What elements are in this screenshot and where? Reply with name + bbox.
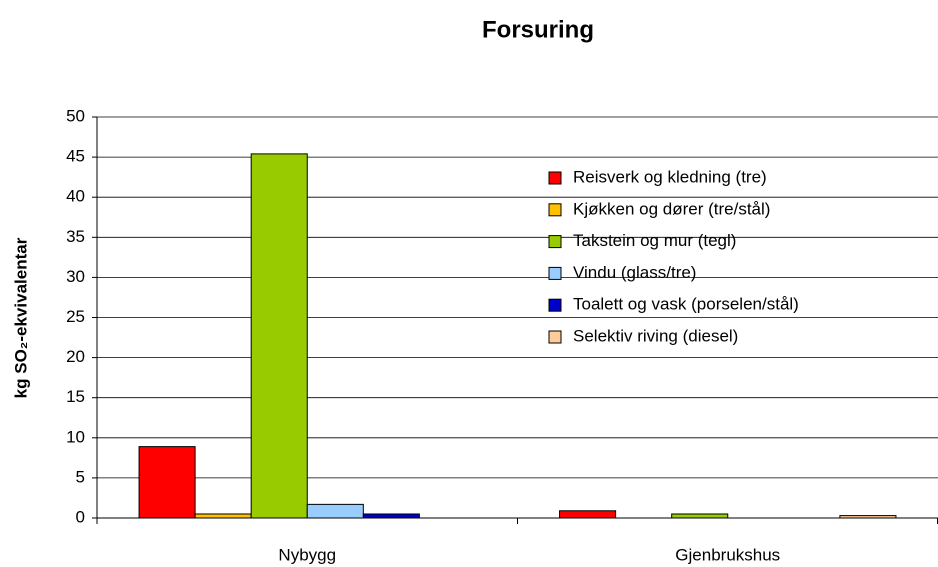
legend-label: Takstein og mur (tegl)	[573, 231, 736, 250]
y-tick-label: 30	[66, 267, 85, 286]
y-tick-label: 50	[66, 106, 85, 125]
legend-label: Kjøkken og dører (tre/stål)	[573, 199, 770, 218]
bar	[671, 513, 729, 519]
legend-swatch	[548, 171, 562, 185]
y-tick-label: 35	[66, 227, 85, 246]
bar	[362, 513, 420, 519]
bar	[306, 503, 364, 519]
legend-label: Selektiv riving (diesel)	[573, 326, 738, 345]
y-tick-label: 0	[76, 507, 85, 526]
legend-label: Vindu (glass/tre)	[573, 263, 696, 282]
y-tick-label: 45	[66, 147, 85, 166]
legend-swatch	[548, 235, 562, 249]
y-tick-label: 15	[66, 387, 85, 406]
legend-swatch	[548, 266, 562, 280]
x-tick-label: Gjenbrukshus	[675, 545, 780, 564]
bar	[194, 513, 252, 519]
chart-title: Forsuring	[482, 16, 594, 43]
y-tick-label: 10	[66, 427, 85, 446]
legend-swatch	[548, 298, 562, 312]
legend-label: Toalett og vask (porselen/stål)	[573, 295, 799, 314]
bar	[138, 446, 196, 519]
bar	[559, 510, 617, 519]
y-axis-label: kg SO₂-ekvivalentar	[11, 237, 30, 398]
y-tick-label: 40	[66, 187, 85, 206]
legend-swatch	[548, 203, 562, 217]
y-tick-label: 25	[66, 307, 85, 326]
legend-swatch	[548, 330, 562, 344]
legend-label: Reisverk og kledning (tre)	[573, 167, 767, 186]
bar	[839, 515, 897, 519]
x-tick-label: Nybygg	[278, 545, 336, 564]
y-tick-label: 20	[66, 347, 85, 366]
bar	[250, 153, 308, 519]
y-tick-label: 5	[76, 467, 85, 486]
